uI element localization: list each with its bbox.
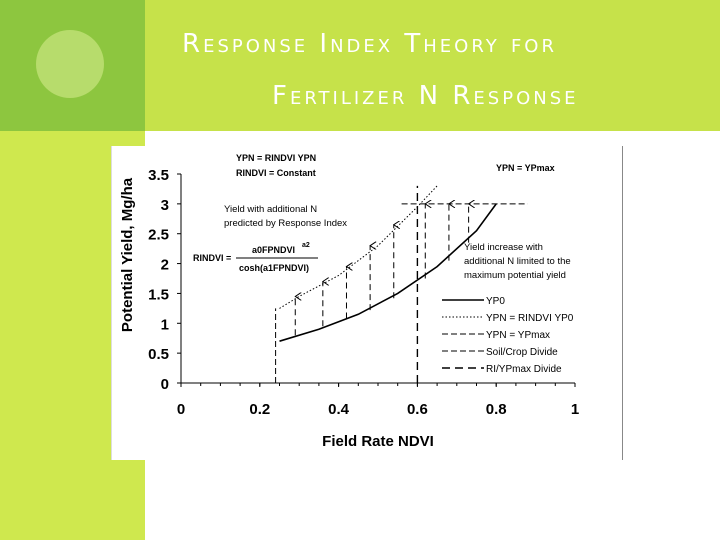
y-tick-label-5: 2.5 [148, 227, 169, 244]
y-tick-label-2: 1 [161, 316, 169, 333]
series-group [275, 185, 528, 383]
legend-label-2: YPN = YPmax [486, 330, 550, 341]
legend-label-0: YP0 [486, 296, 505, 307]
legend-label-3: Soil/Crop Divide [486, 347, 558, 358]
x-tick-label-1: 0.2 [249, 401, 270, 418]
ri-equation-lhs: RINDVI = [193, 253, 231, 263]
legend-label-4: RI/YPmax Divide [486, 364, 562, 375]
series-line-0 [279, 203, 497, 342]
annotation-ypn-max: YPN = YPmax [496, 163, 555, 173]
ri-equation-numerator: a0FPNDVI [252, 245, 295, 255]
annotation-yield-line-1: Yield with additional N [224, 204, 317, 215]
y-tick-label-7: 3.5 [148, 167, 169, 184]
y-tick-label-1: 0.5 [148, 346, 169, 363]
x-tick-label-2: 0.4 [328, 401, 350, 418]
annotation-increase-line-1: Yield increase with [464, 242, 543, 253]
arrows-group [295, 204, 468, 336]
annotation-ri-constant: RINDVI = Constant [236, 168, 316, 178]
x-tick-label-3: 0.6 [407, 401, 428, 418]
y-axis-label: Potential Yield, Mg/ha [119, 177, 136, 332]
slide-title: Response Index Theory for Fertilizer N R… [150, 18, 710, 122]
ri-equation-denominator: cosh(a1FPNDVI) [239, 263, 309, 273]
axis-ticks: 0 0.5 1 1.5 2 2.5 3 3.5 0 0.2 0.4 0.6 0.8 1 [148, 167, 579, 418]
y-tick-label-0: 0 [161, 376, 169, 393]
x-tick-label-4: 0.8 [486, 401, 507, 418]
series-line-1 [279, 185, 438, 309]
annotation-ypn-ri: YPN = RINDVI YPN [236, 153, 316, 163]
x-tick-label-5: 1 [571, 401, 579, 418]
chart-panel: Potential Yield, Mg/ha 0 0.5 1 1.5 2 2.5 3 3.5 0… [111, 146, 623, 460]
x-tick-label-0: 0 [177, 401, 185, 418]
ri-equation-exponent: a2 [302, 242, 310, 249]
legend-label-1: YPN = RINDVI YP0 [486, 313, 574, 324]
slide-title-line-1: Response Index Theory for [182, 29, 557, 59]
y-tick-label-6: 3 [161, 197, 169, 214]
slide-title-line-2: Fertilizer N Response [272, 81, 579, 111]
response-index-chart: Potential Yield, Mg/ha 00.511.522.533.50… [119, 153, 579, 450]
annotation-increase-line-3: maximum potential yield [464, 270, 566, 281]
x-axis-label: Field Rate NDVI [322, 433, 434, 450]
annotation-increase-line-2: additional N limited to the [464, 256, 571, 267]
y-tick-label-4: 2 [161, 257, 169, 274]
y-tick-label-3: 1.5 [148, 286, 169, 303]
legend: YP0 YPN = RINDVI YP0 YPN = YPmax Soil/Crop … [442, 296, 574, 375]
annotation-yield-line-2: predicted by Response Index [224, 218, 347, 229]
decorative-circle [36, 30, 104, 98]
